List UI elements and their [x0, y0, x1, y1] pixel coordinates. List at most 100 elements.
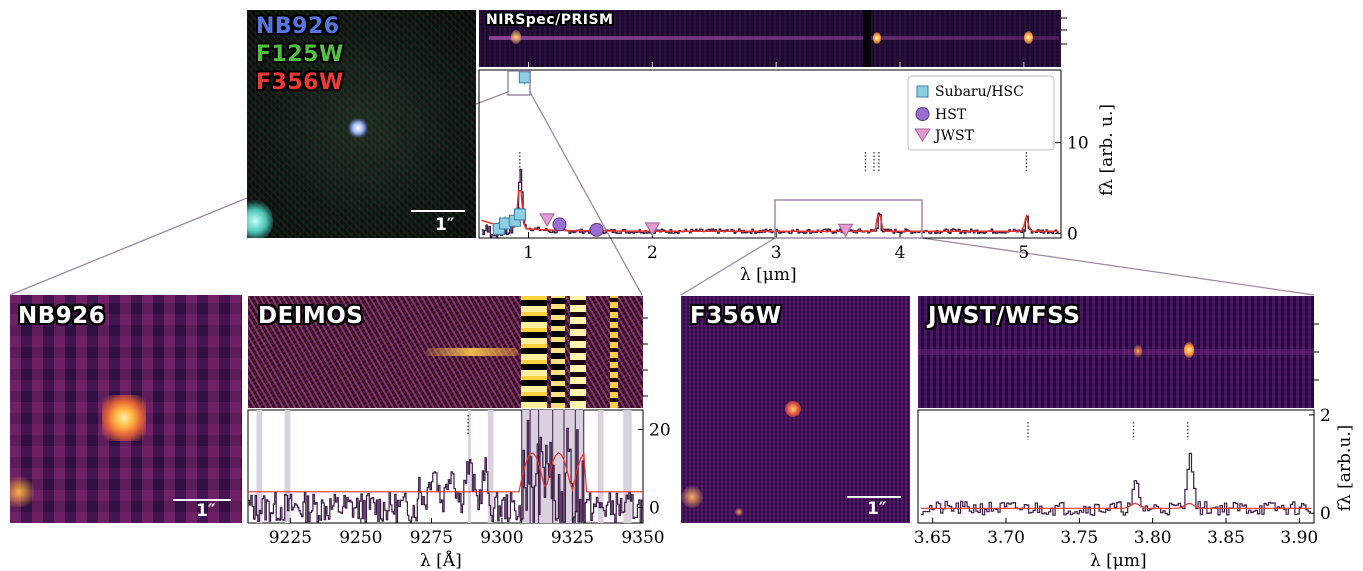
rgb-label-nb926: NB926: [256, 14, 340, 39]
hst-point: [552, 217, 567, 232]
wfss-line-blob-1: [1134, 344, 1142, 358]
nb926-cutout: 1″: [10, 295, 242, 523]
wfss-xtick-label: 3.90: [1280, 528, 1318, 548]
f356w-scalebar: [847, 496, 901, 498]
subaru-point: [513, 208, 526, 221]
rgb-neighbor: [247, 200, 273, 238]
wfss-xtick-label: 3.70: [987, 528, 1025, 548]
f356w-scalebar-label: 1″: [867, 499, 887, 519]
sed-ytick-label: 10: [1067, 134, 1089, 154]
wfss-label: JWST/WFSS: [928, 303, 1081, 329]
deimos-xlabel: λ [Å]: [420, 550, 462, 571]
deimos-xtick-label: 9325: [551, 528, 594, 548]
legend-subaru-label: Subaru/HSC: [935, 84, 1024, 100]
f356w-source: [785, 401, 801, 417]
sed-xlabel: λ [μm]: [740, 265, 797, 285]
legend-subaru-marker: [916, 85, 929, 98]
wfss-ylabel: fλ [arb.u.]: [1335, 425, 1355, 512]
sed-highlight-box: [507, 70, 531, 96]
wfss-2d-spectrum: [918, 296, 1314, 408]
deimos-mask-band: [284, 410, 291, 523]
deimos-xtick-label: 9300: [480, 528, 523, 548]
wfss-spectrum-line: [920, 452, 1311, 516]
sed-ticks: 1 2 3 4 5 0 10: [523, 134, 1089, 263]
rgb-label-f356w: F356W: [256, 70, 344, 95]
legend-frame: [907, 75, 1055, 151]
sed-model-line: [481, 189, 1059, 232]
wfss-noise: [918, 296, 1314, 408]
legend-hst-marker: [915, 107, 930, 121]
f356w-cutout: 1″: [681, 296, 910, 523]
sed-ytick-label: 0: [1067, 224, 1078, 244]
deimos-skyline-2: [551, 296, 565, 408]
deimos-trace: [426, 348, 518, 356]
rgb-label-f125w: F125W: [256, 42, 344, 67]
subaru-point: [499, 217, 512, 230]
sed-line-markers: [519, 152, 1027, 172]
deimos-ytick-label: 20: [649, 420, 671, 440]
sed-ylabel: fλ [arb. u.]: [1097, 104, 1117, 196]
connector-line: [921, 237, 1315, 296]
deimos-skyline-1: [521, 296, 547, 408]
connector-line: [529, 91, 643, 296]
f356w-label: F356W: [690, 303, 782, 329]
deimos-frame: [247, 409, 644, 524]
wfss-xtick-label: 3.85: [1207, 528, 1245, 548]
deimos-skyline-3: [570, 296, 586, 408]
deimos-ticks: 9225 9250 9275 9300 9325 9350 0 20: [269, 317, 671, 548]
deimos-spectrum-line: [248, 419, 644, 523]
sed-frame: [478, 69, 1062, 239]
deimos-mask-band: [256, 410, 263, 523]
wfss-model-line: [920, 502, 1312, 509]
jwst-point: [539, 213, 555, 227]
deimos-xtick-label: 9250: [339, 528, 382, 548]
prism-2d-spectrum: [479, 10, 1061, 67]
connector-line: [9, 197, 248, 296]
wfss-ytick-label: 2: [1320, 406, 1331, 426]
prism-line-blob-1: [873, 32, 881, 44]
sed-zoom-box: [774, 199, 923, 239]
sed-xtick-label: 1: [523, 243, 534, 263]
sed-xtick-label: 4: [895, 243, 906, 263]
deimos-xtick-label: 9225: [269, 528, 312, 548]
wfss-xlabel: λ [μm]: [1090, 551, 1147, 571]
wfss-xtick-label: 3.75: [1060, 528, 1098, 548]
connector-line: [475, 91, 509, 105]
jwst-point: [644, 222, 661, 236]
rgb-source: [348, 118, 368, 138]
prism-label: NIRSpec/PRISM: [486, 12, 614, 28]
deimos-model-line: [248, 451, 643, 493]
wfss-xtick-label: 3.80: [1134, 528, 1172, 548]
hst-point: [589, 222, 604, 237]
nb926-source: [102, 395, 146, 441]
prism-gap: [863, 10, 871, 67]
deimos-skyline-4: [610, 296, 618, 408]
connectors: [9, 91, 1315, 296]
prism-lyalpha-blob: [511, 30, 521, 44]
f356w-neighbor-1: [681, 486, 703, 508]
wfss-xtick-label: 3.65: [914, 528, 952, 548]
wfss-ticks: 3.65 3.70 3.75 3.80 3.85 3.900 2: [914, 323, 1331, 548]
wfss-line-blob-2: [1184, 342, 1194, 358]
deimos-mask-band: [487, 410, 494, 523]
legend-jwst-marker: [914, 128, 931, 142]
sed-xtick-label: 3: [771, 243, 782, 263]
nb926-scalebar-label: 1″: [196, 501, 216, 521]
deimos-mask-band: [623, 410, 632, 523]
prism-ticks: [528, 17, 1067, 67]
jwst-point: [837, 223, 854, 238]
nb926-neighbor: [10, 477, 34, 507]
deimos-2d-spectrum: [248, 296, 643, 408]
deimos-xtick-label: 9275: [410, 528, 453, 548]
f356w-neighbor-2: [735, 508, 743, 516]
wfss-ytick-label: 0: [1320, 504, 1331, 524]
sed-xtick-label: 2: [647, 243, 658, 263]
rgb-scalebar: [411, 210, 465, 212]
sed-photometry: [492, 70, 854, 238]
deimos-mask-band: [597, 410, 604, 523]
rgb-composite-image: 1″: [247, 10, 476, 238]
nb926-label: NB926: [18, 303, 106, 329]
deimos-xtick-label: 9350: [621, 528, 664, 548]
subaru-point: [518, 71, 531, 84]
